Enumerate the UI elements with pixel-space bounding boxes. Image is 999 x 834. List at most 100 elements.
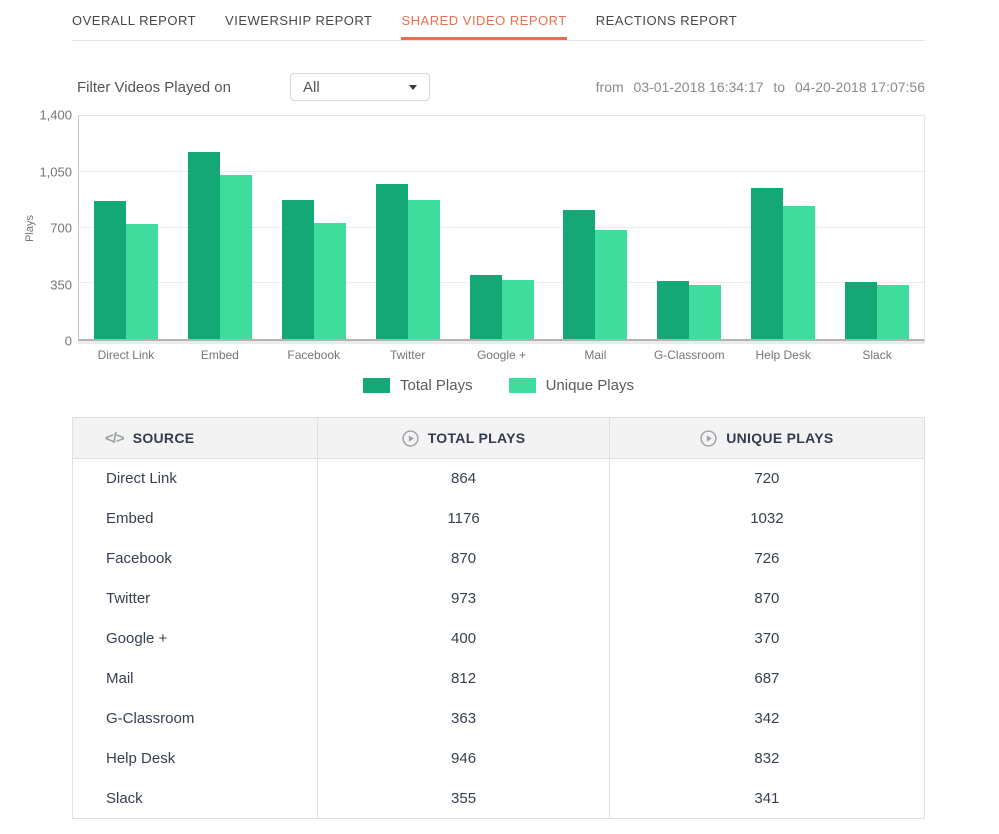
filter-label: Filter Videos Played on	[77, 78, 231, 96]
table-header-row: </> SOURCE TOTAL PLAYS UNIQUE PLAYS	[71, 417, 926, 459]
date-range: from 03-01-2018 16:34:17 to 04-20-2018 1…	[590, 79, 925, 95]
bar-unique-plays-google[interactable]	[501, 280, 534, 339]
date-from-value: 03-01-2018 16:34:17	[633, 79, 764, 95]
cell-source: Help Desk	[71, 738, 319, 779]
report-tabs: OVERALL REPORT VIEWERSHIP REPORT SHARED …	[72, 0, 925, 41]
bar-total-plays-g-classroom[interactable]	[657, 281, 690, 339]
cell-total-plays: 363	[317, 698, 610, 739]
bar-group-direct-link: Direct Link	[79, 116, 173, 362]
tab-viewership-report[interactable]: VIEWERSHIP REPORT	[225, 13, 373, 28]
bar-unique-plays-twitter[interactable]	[407, 200, 440, 339]
cell-source: Direct Link	[71, 458, 319, 499]
chart-plot-area: Direct Link Embed Facebook Twitter Google + M…	[78, 115, 925, 362]
bar-group-g-classroom: G-Classroom	[642, 116, 736, 362]
bar-unique-plays-facebook[interactable]	[313, 223, 346, 339]
gridline	[79, 170, 924, 172]
bar-total-plays-slack[interactable]	[845, 282, 878, 339]
column-label: UNIQUE PLAYS	[726, 430, 834, 446]
bar-group-twitter: Twitter	[361, 116, 455, 362]
shared-video-table: </> SOURCE TOTAL PLAYS UNIQUE PLAYS Direct …	[71, 417, 926, 819]
table-row-google: Google +400 370	[71, 618, 926, 659]
cell-source: G-Classroom	[71, 698, 319, 739]
bar-total-plays-google[interactable]	[469, 275, 502, 339]
y-tick-label: 1,050	[39, 164, 72, 179]
category-label: Embed	[200, 348, 239, 362]
bar-total-plays-help-desk[interactable]	[751, 188, 784, 339]
cell-total-plays: 973	[317, 578, 610, 619]
cell-unique-plays: 341	[608, 778, 926, 819]
bar-unique-plays-slack[interactable]	[877, 284, 910, 339]
table-row-direct-link: Direct Link 864 720	[71, 458, 926, 499]
bar-unique-plays-direct-link[interactable]	[125, 224, 158, 339]
dropdown-selected-value: All	[302, 78, 320, 96]
cell-total-plays: 400	[317, 618, 610, 659]
bar-unique-plays-mail[interactable]	[595, 229, 628, 339]
table-row-facebook: Facebook 870 726	[71, 538, 926, 579]
bar-groups: Direct Link Embed Facebook Twitter Google + M…	[79, 116, 924, 362]
bar-unique-plays-g-classroom[interactable]	[689, 284, 722, 339]
bar-unique-plays-help-desk[interactable]	[783, 206, 816, 339]
legend-label: Unique Plays	[545, 377, 634, 394]
column-label: TOTAL PLAYS	[427, 430, 526, 446]
table-row-slack: Slack 355 341	[71, 778, 926, 819]
cell-unique-plays: 870	[608, 578, 926, 619]
cell-unique-plays: 832	[608, 738, 926, 779]
y-axis-label-column: Plays	[22, 115, 38, 341]
cell-source: Facebook	[71, 538, 319, 579]
bar-total-plays-facebook[interactable]	[281, 200, 314, 339]
tab-overall-report[interactable]: OVERALL REPORT	[72, 13, 197, 28]
y-tick-label: 1,400	[39, 107, 72, 123]
cell-total-plays: 1176	[317, 498, 610, 539]
date-from-label: from	[595, 79, 624, 95]
bar-group-embed: Embed	[173, 116, 267, 362]
bar-total-plays-direct-link[interactable]	[93, 201, 126, 339]
cell-source: Mail	[71, 658, 319, 699]
legend-swatch	[363, 378, 391, 393]
report-page: OVERALL REPORT VIEWERSHIP REPORT SHARED …	[24, 0, 926, 819]
bar-group-google: Google +	[455, 116, 549, 362]
cell-unique-plays: 687	[608, 658, 926, 699]
cell-source: Embed	[71, 498, 319, 539]
date-to-label: to	[773, 79, 786, 95]
column-header-total-plays: TOTAL PLAYS	[317, 417, 610, 459]
category-label: Twitter	[389, 348, 426, 362]
y-tick-label: 350	[50, 277, 72, 292]
category-label: Mail	[584, 348, 607, 362]
cell-unique-plays: 726	[608, 538, 926, 579]
y-axis-ticks: 0 350 700 1,050 1,400	[38, 108, 78, 349]
cell-source: Slack	[71, 778, 319, 819]
cell-total-plays: 870	[317, 538, 610, 579]
category-label: Slack	[862, 348, 892, 362]
chart-legend: Total Plays Unique Plays	[72, 377, 925, 394]
legend-item-total-plays[interactable]: Total Plays	[363, 377, 473, 394]
date-to-value: 04-20-2018 17:07:56	[795, 79, 925, 95]
category-label: Direct Link	[97, 348, 155, 362]
y-axis-label: Plays	[24, 214, 36, 242]
videos-filter-dropdown[interactable]: All	[289, 73, 430, 101]
cell-source: Google +	[71, 618, 319, 659]
cell-total-plays: 812	[317, 658, 610, 699]
column-label: SOURCE	[132, 430, 195, 446]
y-tick-label: 0	[64, 333, 72, 349]
legend-swatch	[508, 378, 536, 393]
chevron-down-icon	[408, 84, 417, 90]
bar-group-mail: Mail	[548, 116, 642, 362]
tab-shared-video-report[interactable]: SHARED VIDEO REPORT	[401, 13, 567, 40]
legend-item-unique-plays[interactable]: Unique Plays	[508, 377, 634, 394]
cell-total-plays: 864	[317, 458, 610, 499]
bar-total-plays-twitter[interactable]	[375, 184, 408, 339]
gridline	[79, 226, 924, 228]
table-row-embed: Embed 1176 1032	[71, 498, 926, 539]
table-body: Direct Link 864 720 Embed 1176 1032 Facebook 87…	[71, 458, 926, 819]
bar-group-help-desk: Help Desk	[736, 116, 830, 362]
play-circle-icon	[700, 429, 717, 447]
category-label: Google +	[476, 348, 527, 362]
column-header-source: </> SOURCE	[71, 417, 319, 459]
tab-reactions-report[interactable]: REACTIONS REPORT	[595, 13, 738, 28]
bar-unique-plays-embed[interactable]	[219, 174, 252, 339]
table-row-twitter: Twitter 973 870	[71, 578, 926, 619]
bar-total-plays-mail[interactable]	[563, 209, 596, 339]
table-row-help-desk: Help Desk 946 832	[71, 738, 926, 779]
bar-total-plays-embed[interactable]	[187, 151, 220, 339]
category-label: G-Classroom	[653, 348, 725, 362]
